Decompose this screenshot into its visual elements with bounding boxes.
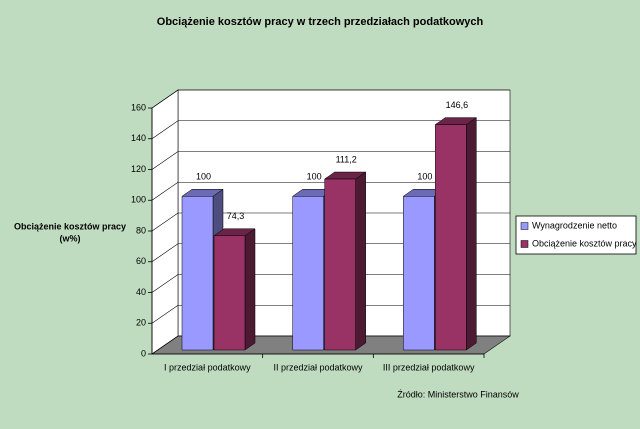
y-tick-label: 20 (136, 318, 146, 328)
bar-front (435, 124, 467, 351)
bar (323, 171, 367, 351)
y-tick-label: 60 (136, 256, 146, 266)
grid-line (151, 89, 510, 109)
grid-line (151, 243, 510, 262)
y-axis-label: (w%) (60, 233, 81, 243)
grid-line (151, 181, 510, 201)
data-label: 100 (417, 172, 432, 182)
data-label: 146,6 (446, 100, 469, 110)
x-tick-label: I przedział podatkowy (164, 362, 251, 372)
chart-title: Obciążenie kosztów pracy w trzech przedz… (157, 16, 484, 28)
grid-line (151, 212, 510, 232)
legend-swatch (520, 222, 529, 230)
y-tick-label: 140 (131, 133, 146, 143)
bar (213, 228, 256, 351)
legend-swatch (520, 240, 529, 248)
y-axis-label: Obciążenie kosztów pracy (14, 221, 126, 231)
y-tick-label: 100 (131, 195, 146, 205)
legend-box (515, 215, 637, 255)
bar-front (292, 196, 324, 351)
data-label: 74,3 (227, 211, 245, 221)
y-tick-label: 0 (141, 348, 146, 358)
grid-line (151, 274, 510, 293)
data-label: 100 (196, 172, 211, 182)
source-note: Źródło: Ministerstwo Finansów (397, 389, 519, 399)
bar-front (324, 178, 356, 351)
y-tick-label: 120 (131, 164, 146, 174)
bar-side (244, 228, 256, 351)
legend-label: Wynagrodzenie netto (532, 220, 617, 230)
bar-front (181, 196, 214, 351)
data-label: 111,2 (336, 154, 357, 164)
bar-front (403, 196, 435, 351)
legend-label: Obciążenie kosztów pracy (532, 238, 637, 248)
bar-side (355, 171, 366, 351)
y-tick-label: 160 (131, 102, 146, 112)
bar-side (466, 117, 477, 351)
grid-line (151, 151, 510, 170)
bar (434, 117, 478, 351)
grid-line (151, 304, 510, 324)
y-tick-label: 80 (136, 225, 146, 235)
x-tick-label: II przedział podatkowy (273, 362, 363, 372)
grid-line (151, 335, 510, 355)
bar-front (213, 235, 246, 351)
x-tick-label: III przedział podatkowy (383, 362, 475, 372)
data-label: 100 (307, 172, 322, 182)
y-tick-label: 40 (136, 287, 146, 297)
grid-line (151, 120, 510, 139)
